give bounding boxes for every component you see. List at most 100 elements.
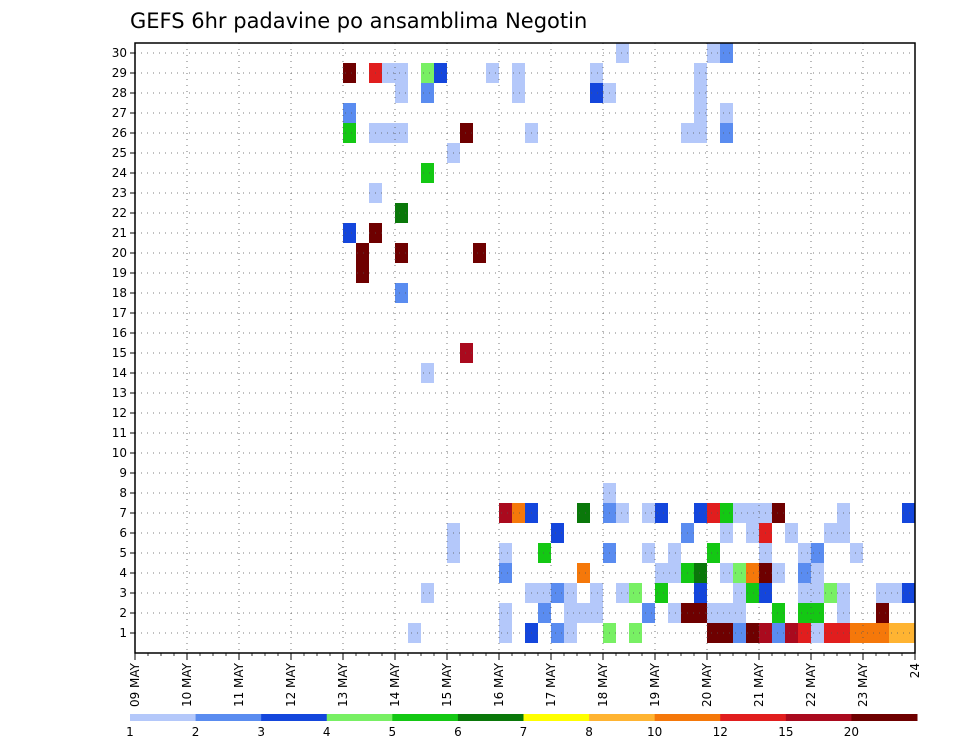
heatmap-cell [811,623,824,643]
y-tick-label: 22 [112,206,127,220]
heatmap-cell [421,83,434,103]
heatmap-cell [395,203,408,223]
heatmap-cell [772,563,785,583]
heatmap-cell [720,123,733,143]
heatmap-cell [733,603,746,623]
y-tick-label: 1 [119,626,127,640]
heatmap-cell [616,503,629,523]
heatmap-cell [902,503,915,523]
heatmap-cell [460,123,473,143]
heatmap-cell [798,563,811,583]
heatmap-cell [577,603,590,623]
heatmap-cell [395,83,408,103]
heatmap-cell [720,563,733,583]
heatmap-cell [590,583,603,603]
heatmap-cell [772,503,785,523]
heatmap-cell [434,63,447,83]
y-tick-label: 14 [112,366,127,380]
heatmap-cell [499,503,512,523]
legend-swatch [523,714,590,721]
heatmap-cell [694,603,707,623]
y-tick-label: 7 [119,506,127,520]
y-tick-label: 11 [112,426,127,440]
x-tick-label: 13 MAY [336,662,350,707]
heatmap-cell [876,603,889,623]
heatmap-cell [616,43,629,63]
y-tick-label: 27 [112,106,127,120]
legend-swatch [130,714,197,721]
x-tick-label: 16 MAY [492,662,506,707]
y-tick-label: 15 [112,346,127,360]
y-tick-label: 10 [112,446,127,460]
heatmap-cell [499,603,512,623]
heatmap-cell [395,283,408,303]
heatmap-cell [343,63,356,83]
legend-label: 8 [585,725,593,739]
x-tick-label: 18 MAY [596,662,610,707]
heatmap-cell [733,503,746,523]
legend-swatch [195,714,262,721]
legend-label: 1 [126,725,134,739]
heatmap-cell [421,163,434,183]
heatmap-cell [876,583,889,603]
heatmap-cell [733,583,746,603]
heatmap-cell [577,503,590,523]
legend-label: 20 [844,725,859,739]
y-tick-label: 29 [112,66,127,80]
heatmap-cell [902,623,915,643]
y-tick-label: 9 [119,466,127,480]
heatmap-cell [590,63,603,83]
heatmap-cell [590,603,603,623]
heatmap-cell [577,563,590,583]
heatmap-cell [512,63,525,83]
legend-swatch [785,714,852,721]
legend-swatch [851,714,918,721]
heatmap-cell [616,583,629,603]
heatmap-cell [421,63,434,83]
heatmap-cell [551,623,564,643]
heatmap-cell [694,503,707,523]
x-tick-label: 23 MAY [856,662,870,707]
y-tick-label: 16 [112,326,127,340]
heatmap-cell [694,563,707,583]
heatmap-cell [343,223,356,243]
y-tick-label: 12 [112,406,127,420]
y-tick-label: 18 [112,286,127,300]
x-tick-label: 12 MAY [284,662,298,707]
x-tick-label: 24 [908,663,922,678]
heatmap-cell [733,563,746,583]
heatmap-cell [538,603,551,623]
heatmap-cell [824,623,837,643]
heatmap-cell [382,63,395,83]
heatmap-cell [629,583,642,603]
legend-swatch [326,714,393,721]
heatmap-cell [720,503,733,523]
heatmap-cell [668,543,681,563]
heatmap-cell [395,123,408,143]
heatmap-cell [746,583,759,603]
heatmap-cell [720,43,733,63]
y-tick-label: 19 [112,266,127,280]
x-tick-label: 21 MAY [752,662,766,707]
heatmap-cell [720,523,733,543]
heatmap-cell [642,503,655,523]
legend-swatch [654,714,721,721]
heatmap-cells [343,43,915,643]
y-tick-label: 13 [112,386,127,400]
heatmap-cell [707,603,720,623]
heatmap-cell [720,623,733,643]
heatmap-cell [694,123,707,143]
heatmap-cell [343,103,356,123]
heatmap-cell [694,83,707,103]
x-axis: 09 MAY 10 MAY 11 MAY 12 MAY 13 MAY 14 MAY 15 M… [128,653,922,707]
heatmap-cell [876,623,889,643]
heatmap-cell [356,243,369,263]
heatmap-cell [551,583,564,603]
legend-label: 5 [389,725,397,739]
heatmap-cell [421,583,434,603]
x-tick-label: 15 MAY [440,662,454,707]
heatmap-cell [460,343,473,363]
heatmap-cell [356,263,369,283]
heatmap-cell [421,363,434,383]
heatmap-cell [746,623,759,643]
